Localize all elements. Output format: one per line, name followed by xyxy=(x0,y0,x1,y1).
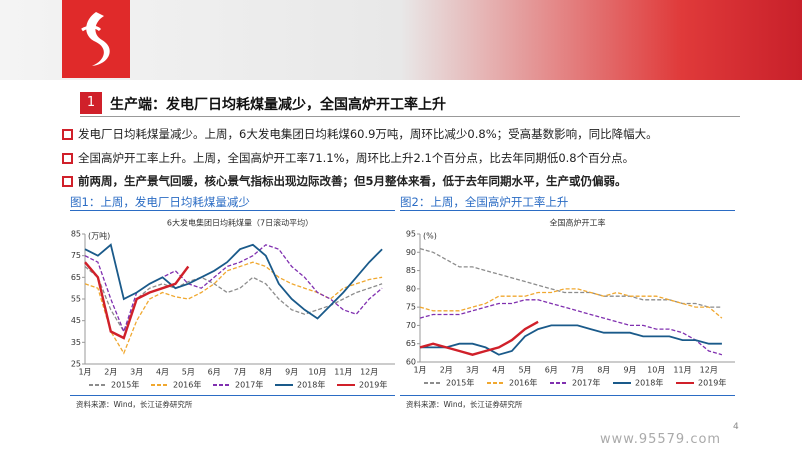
logo xyxy=(81,12,110,66)
series-line xyxy=(84,243,383,320)
legend-label: 2016年 xyxy=(509,378,537,388)
series-line xyxy=(419,299,723,356)
source: 资料来源：Wind，长江证券研究所 xyxy=(406,400,523,409)
x-tick-label: 4月 xyxy=(492,366,505,375)
x-tick-label: 2月 xyxy=(440,366,453,375)
y-tick-label: 85 xyxy=(406,266,416,275)
y-tick-label: 55 xyxy=(71,295,81,304)
series-line xyxy=(84,244,383,334)
caption-rule xyxy=(400,210,735,211)
chart-title: 6大发电集团日均耗煤量（7日滚动平均） xyxy=(167,218,313,228)
chart-title: 全国高炉开工率 xyxy=(550,218,606,228)
y-tick-label: 25 xyxy=(71,360,81,369)
legend-label: 2017年 xyxy=(572,378,600,388)
legend-label: 2015年 xyxy=(111,380,139,390)
series-line xyxy=(419,247,722,308)
bullet-text: 全国高炉开工率上升。上周，全国高炉开工率71.1%，周环比上升2.1个百分点，比… xyxy=(78,151,635,165)
x-tick-label: 7月 xyxy=(233,368,246,377)
series-line xyxy=(84,261,190,340)
section-number: 1 xyxy=(80,92,102,114)
source: 资料来源：Wind，长江证券研究所 xyxy=(76,400,193,409)
x-tick-label: 9月 xyxy=(285,368,298,377)
x-tick-label: 12月 xyxy=(700,366,718,375)
caption-rule xyxy=(70,210,395,211)
page-number: 4 xyxy=(733,422,739,432)
legend-label: 2018年 xyxy=(635,378,663,388)
bullet-text: 前两周，生产景气回暖，核心景气指标出现边际改善；但5月整体来看，低于去年同期水平… xyxy=(78,174,627,188)
section-title: 生产端：发电厂日均耗煤量减少，全国高炉开工率上升 xyxy=(110,97,446,113)
bullet: 发电厂日均耗煤量减少。上周，6大发电集团日均耗煤60.9万吨，周环比减少0.8%… xyxy=(62,126,658,142)
y-tick-label: 80 xyxy=(406,284,416,293)
x-tick-label: 3月 xyxy=(466,366,479,375)
bullet: 前两周，生产景气回暖，核心景气指标出现边际改善；但5月整体来看，低于去年同期水平… xyxy=(62,173,627,189)
series-line xyxy=(419,288,723,319)
y-tick-label: 75 xyxy=(71,251,81,260)
logo-box xyxy=(62,0,130,78)
legend-label: 2019年 xyxy=(359,380,387,390)
source-rule xyxy=(400,395,735,396)
y-tick-label: 35 xyxy=(71,338,81,347)
y-tick-label: 70 xyxy=(406,321,416,330)
y-tick-label: 60 xyxy=(406,358,416,367)
legend-label: 2016年 xyxy=(173,380,201,390)
x-tick-label: 5月 xyxy=(182,368,195,377)
source-rule xyxy=(70,395,395,396)
axis-unit: (%) xyxy=(423,232,437,241)
x-tick-label: 3月 xyxy=(130,368,143,377)
y-tick-label: 65 xyxy=(71,273,81,282)
y-tick-label: 95 xyxy=(406,230,416,239)
bullet-text: 发电厂日均耗煤量减少。上周，6大发电集团日均耗煤60.9万吨，周环比减少0.8%… xyxy=(78,127,658,141)
figure-caption: 图1：上周，发电厂日均耗煤量减少 xyxy=(70,195,250,209)
x-tick-label: 8月 xyxy=(597,366,610,375)
series-line xyxy=(420,324,722,356)
x-tick-label: 6月 xyxy=(545,366,558,375)
y-tick-label: 45 xyxy=(71,316,81,325)
x-tick-label: 10月 xyxy=(308,368,326,377)
x-tick-label: 12月 xyxy=(360,368,378,377)
y-tick-label: 65 xyxy=(406,339,416,348)
x-tick-label: 10月 xyxy=(647,366,665,375)
axis-unit: (万吨) xyxy=(88,231,110,241)
x-tick-label: 8月 xyxy=(259,368,272,377)
x-tick-label: 2月 xyxy=(104,368,117,377)
x-tick-label: 11月 xyxy=(334,368,352,377)
divider xyxy=(80,116,740,117)
series-line xyxy=(84,261,383,355)
x-tick-label: 7月 xyxy=(571,366,584,375)
y-tick-label: 90 xyxy=(406,248,416,257)
legend-label: 2015年 xyxy=(446,378,474,388)
header-banner xyxy=(0,0,802,80)
watermark: www.95579.com xyxy=(600,432,722,447)
x-tick-label: 9月 xyxy=(623,366,636,375)
bullet: 全国高炉开工率上升。上周，全国高炉开工率71.1%，周环比上升2.1个百分点，比… xyxy=(62,150,635,166)
y-tick-label: 85 xyxy=(71,230,81,239)
x-tick-label: 11月 xyxy=(673,366,691,375)
y-tick-label: 75 xyxy=(406,303,416,312)
figure-caption: 图2：上周，全国高炉开工率上升 xyxy=(400,195,569,209)
x-tick-label: 6月 xyxy=(208,368,221,377)
x-tick-label: 4月 xyxy=(156,368,169,377)
x-tick-label: 1月 xyxy=(78,368,91,377)
x-tick-label: 5月 xyxy=(518,366,531,375)
x-tick-label: 1月 xyxy=(413,366,426,375)
legend-label: 2018年 xyxy=(297,380,325,390)
legend-label: 2017年 xyxy=(235,380,263,390)
series-line xyxy=(419,320,539,356)
legend-label: 2019年 xyxy=(698,378,726,388)
